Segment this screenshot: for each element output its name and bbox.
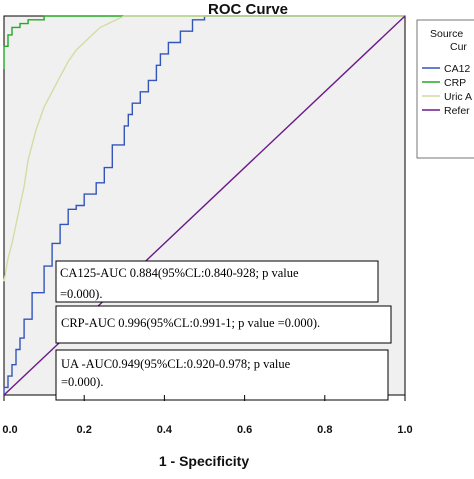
series-line-ca12 — [3, 15, 405, 395]
annotation-ua: UA -AUC0.949(95%CL:0.920-0.978; p value … — [55, 349, 389, 401]
legend-label-ca12: CA12 — [444, 63, 470, 75]
x-tick-label: 0.8 — [317, 424, 332, 436]
legend-label-refer: Refer — [444, 105, 470, 117]
annotation-ua-line1: UA -AUC0.949(95%CL:0.920-0.978; p value — [61, 357, 291, 371]
legend-title-line1: Source — [430, 28, 463, 40]
x-tick-label: 0.4 — [157, 424, 173, 436]
chart-title: ROC Curve — [208, 1, 288, 18]
annotation-ca125-line1: CA125-AUC 0.884(95%CL:0.840-928; p value — [60, 266, 299, 280]
annotation-ua-line2: =0.000). — [61, 375, 103, 389]
annotation-crp-box — [55, 305, 392, 344]
legend-label-crp: CRP — [444, 77, 466, 89]
annotation-crp-line1: CRP-AUC 0.996(95%CL:0.991-1; p value =0.… — [61, 316, 320, 330]
annotation-crp: CRP-AUC 0.996(95%CL:0.991-1; p value =0.… — [55, 305, 392, 344]
legend-entries: CA12 CRP Uric A Refer — [422, 63, 472, 117]
x-tick-label: 1.0 — [397, 424, 412, 436]
x-axis: 0.0 0.2 0.4 0.6 0.8 1.0 — [2, 395, 413, 436]
legend: Source Cur CA12 CRP Uric A Refer — [416, 19, 474, 159]
legend-title-line2: Cur — [450, 41, 467, 53]
annotation-ca125-line2: =0.000). — [60, 287, 102, 301]
annotation-ca125-box — [55, 260, 379, 303]
series-line-uric-a — [3, 15, 405, 282]
x-axis-title: 1 - Specificity — [159, 453, 249, 469]
annotation-ca125: CA125-AUC 0.884(95%CL:0.840-928; p value… — [55, 260, 379, 303]
x-tick-label: 0.6 — [237, 424, 252, 436]
legend-label-uric-a: Uric A — [444, 91, 472, 103]
legend-box — [416, 19, 474, 159]
annotation-ua-box — [55, 349, 389, 401]
series-line-crp — [3, 15, 405, 70]
x-tick-label: 0.0 — [2, 424, 17, 436]
x-tick-label: 0.2 — [77, 424, 92, 436]
